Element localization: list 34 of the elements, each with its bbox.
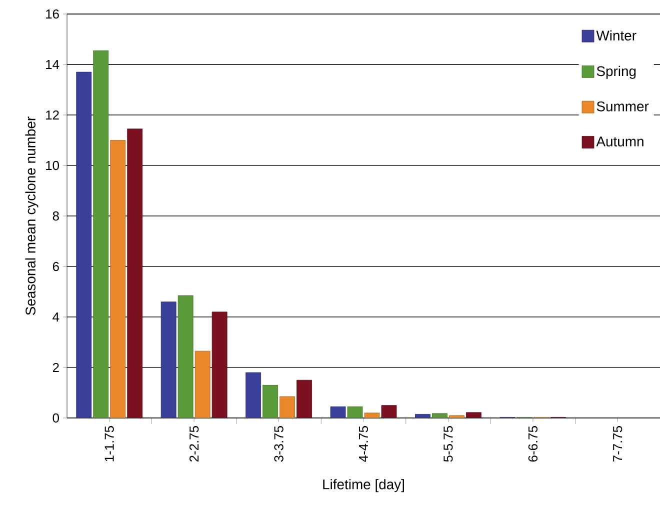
bar — [178, 295, 194, 418]
y-tick-label: 14 — [46, 60, 60, 69]
bar — [246, 372, 262, 418]
x-tick-label: 1-1.75 — [104, 426, 114, 462]
x-tick-label: 3-3.75 — [274, 426, 284, 462]
legend-label: Spring — [596, 66, 636, 79]
x-tick-label: 7-7.75 — [613, 426, 622, 462]
bar — [93, 50, 109, 418]
bar — [160, 302, 176, 418]
x-tick-label: 5-5.75 — [444, 426, 453, 462]
y-tick-label: 6 — [52, 262, 59, 272]
y-tick-label: 2 — [52, 362, 59, 372]
y-tick-label: 8 — [52, 211, 59, 221]
bar — [127, 128, 143, 418]
bar — [194, 350, 210, 418]
bar — [110, 140, 126, 418]
y-tick-label: 10 — [46, 160, 59, 170]
y-tick-label: 16 — [46, 9, 59, 19]
y-tick-label: 0 — [52, 413, 59, 423]
bar — [296, 380, 312, 418]
x-tick-label: 2-2.75 — [189, 426, 199, 462]
x-tick-label: 4-4.75 — [358, 426, 368, 462]
x-axis-title: Lifetime [day] — [323, 479, 404, 492]
bar — [280, 396, 295, 418]
y-tick-label: 4 — [52, 312, 60, 322]
y-tick-label: 12 — [46, 110, 59, 120]
bar — [76, 72, 92, 418]
legend-label: Autumn — [596, 136, 644, 146]
legend-label: Summer — [596, 101, 649, 112]
legend-label: Winter — [596, 30, 636, 41]
x-tick-label: 6-6.75 — [528, 426, 538, 462]
bar — [212, 312, 228, 418]
y-axis-title: Seasonal mean cyclone number — [25, 116, 38, 315]
bar — [262, 384, 278, 418]
